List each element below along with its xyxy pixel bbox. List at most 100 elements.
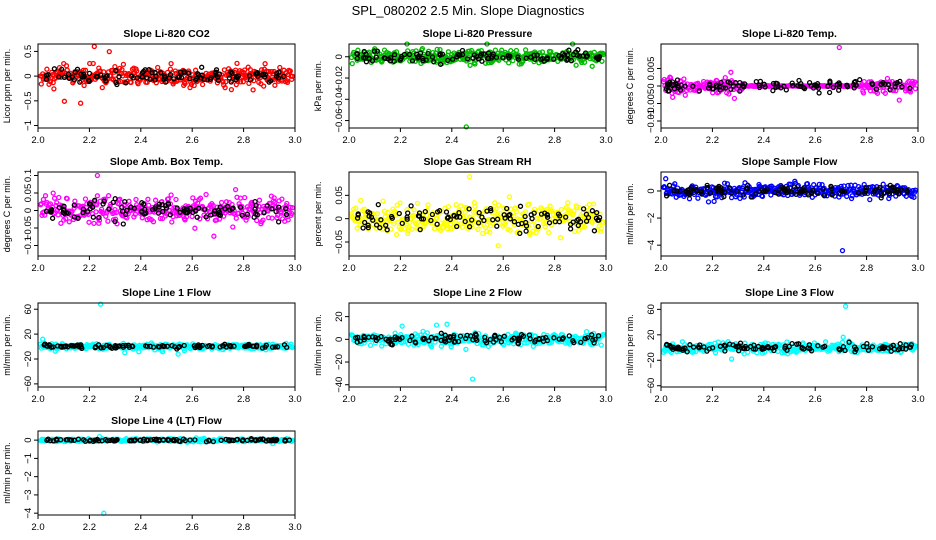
data-point-reference <box>523 55 529 61</box>
data-point-reference <box>366 334 372 340</box>
data-point-reference <box>77 79 83 85</box>
x-tick-label: 2.8 <box>237 394 250 405</box>
data-point-reference <box>505 53 511 59</box>
data-point-reference <box>252 198 258 205</box>
data-point-reference <box>114 81 120 88</box>
data-point <box>545 334 551 341</box>
y-tick-label: −40 <box>334 377 345 393</box>
data-point-reference <box>71 437 77 443</box>
data-point <box>445 203 452 210</box>
data-point-reference <box>373 337 379 344</box>
chart-title: Slope Amb. Box Temp. <box>110 156 223 168</box>
data-point-reference <box>674 188 680 194</box>
data-points <box>37 172 296 239</box>
data-point <box>358 197 364 204</box>
data-point-reference <box>890 187 896 194</box>
x-tick-label: 3.0 <box>911 394 924 405</box>
data-point <box>133 196 139 203</box>
data-point-reference <box>203 214 209 220</box>
data-point-reference <box>374 48 381 54</box>
data-point <box>58 220 64 226</box>
data-point-reference <box>443 209 450 215</box>
x-axis: 2.0 2.2 2.4 2.6 2.8 3.0 <box>31 256 302 274</box>
data-point-reference <box>234 436 241 443</box>
data-point-reference <box>86 200 93 207</box>
data-point <box>463 346 469 353</box>
data-point <box>573 62 579 68</box>
data-point <box>106 48 112 55</box>
data-point <box>548 339 555 345</box>
data-point-reference <box>399 220 405 227</box>
data-point-reference <box>445 57 451 64</box>
data-point <box>51 86 57 92</box>
chart-title: Slope Line 1 Flow <box>122 287 212 299</box>
data-point-reference <box>426 338 432 344</box>
data-point <box>710 185 717 191</box>
data-point-reference <box>269 344 276 350</box>
data-point-reference <box>420 57 426 64</box>
data-point-reference <box>873 86 880 92</box>
data-point-reference <box>451 212 457 219</box>
data-point-reference <box>90 438 96 445</box>
x-tick-label: 2.8 <box>237 263 250 274</box>
data-point <box>55 212 61 218</box>
data-point <box>787 181 794 187</box>
data-point-reference <box>589 332 595 338</box>
data-point-reference <box>485 50 492 56</box>
data-point <box>40 196 47 203</box>
data-point-reference <box>442 336 448 342</box>
data-point-reference <box>355 211 361 217</box>
data-point-reference <box>701 344 707 350</box>
data-point-reference <box>216 71 223 77</box>
data-point <box>546 229 552 236</box>
data-point-reference <box>223 344 230 350</box>
data-point-reference <box>493 54 500 61</box>
data-point <box>506 60 512 66</box>
data-point-reference <box>665 81 672 88</box>
data-point-reference <box>150 206 156 213</box>
data-point-reference <box>722 85 729 91</box>
data-point <box>145 196 151 202</box>
data-point <box>191 82 197 89</box>
y-axis-label: degrees C per min. <box>2 176 12 253</box>
data-point-reference <box>215 208 222 214</box>
data-point-reference <box>126 344 133 350</box>
data-point-reference <box>49 215 56 221</box>
data-point-reference <box>371 48 378 54</box>
data-point <box>492 47 499 53</box>
data-point <box>841 183 847 189</box>
data-point <box>448 344 454 350</box>
data-point <box>589 63 595 69</box>
data-point <box>101 69 107 75</box>
data-point-reference <box>363 59 370 65</box>
data-point <box>287 68 293 74</box>
data-point <box>247 207 253 213</box>
data-point-reference <box>193 77 199 83</box>
data-point-reference <box>578 339 584 346</box>
data-point-reference <box>231 343 237 349</box>
x-tick-label: 2.4 <box>445 394 458 405</box>
data-point-reference <box>59 66 65 73</box>
data-point-reference <box>903 342 909 348</box>
data-point-reference <box>384 227 390 233</box>
data-point-reference <box>391 52 398 58</box>
data-point <box>247 66 253 73</box>
data-point-reference <box>696 345 702 351</box>
y-tick-label: −4 <box>646 240 657 251</box>
data-point <box>93 209 99 215</box>
data-point-reference <box>717 343 724 349</box>
data-point <box>38 81 44 87</box>
data-point-reference <box>797 83 803 89</box>
data-point-reference <box>167 212 173 218</box>
data-point-reference <box>753 78 759 85</box>
y-tick-label: 0 <box>334 216 345 221</box>
data-point-reference <box>877 185 883 191</box>
x-tick-label: 2.6 <box>186 394 199 405</box>
x-tick-label: 2.0 <box>654 394 667 405</box>
data-point <box>398 226 405 232</box>
data-point <box>261 83 267 89</box>
data-point <box>691 349 697 355</box>
